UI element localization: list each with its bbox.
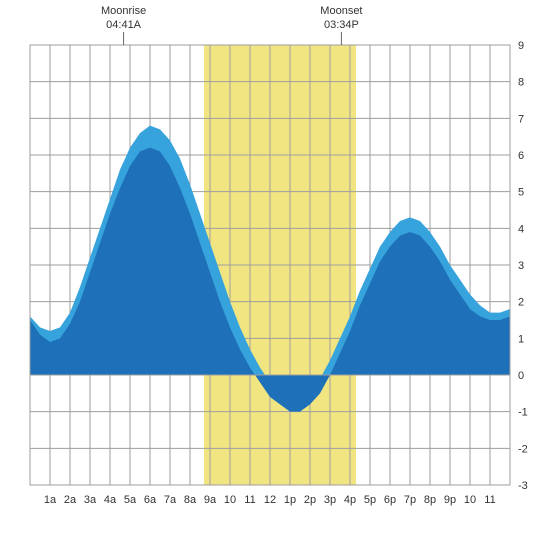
moonset-time: 03:34P [324,19,359,31]
x-tick-label: 4a [104,494,117,506]
x-tick-label: 3a [84,494,97,506]
moonset-label: Moonset [320,5,362,17]
x-tick-label: 12 [264,494,276,506]
x-tick-label: 2p [304,494,316,506]
x-tick-label: 11 [244,494,255,506]
chart-svg: -3-2-101234567891a2a3a4a5a6a7a8a9a101112… [0,0,550,550]
tide-chart: -3-2-101234567891a2a3a4a5a6a7a8a9a101112… [0,0,550,550]
x-tick-label: 6a [144,494,157,506]
y-tick-label: 0 [518,370,524,382]
y-tick-label: 9 [518,40,524,52]
y-tick-label: -1 [518,407,528,419]
x-tick-label: 9a [204,494,217,506]
x-tick-label: 6p [384,494,396,506]
x-tick-label: 9p [444,494,456,506]
y-tick-label: -2 [518,443,528,455]
y-tick-label: -3 [518,480,528,492]
x-tick-label: 7p [404,494,416,506]
moonrise-label: Moonrise [101,5,146,17]
x-tick-label: 2a [64,494,77,506]
x-tick-label: 1a [44,494,57,506]
moonrise-time: 04:41A [106,19,142,31]
x-tick-label: 8p [424,494,436,506]
x-tick-label: 1p [284,494,296,506]
x-tick-label: 7a [164,494,177,506]
y-tick-label: 5 [518,187,524,199]
y-tick-label: 7 [518,113,524,125]
x-tick-label: 4p [344,494,356,506]
y-tick-label: 2 [518,297,524,309]
x-tick-label: 10 [464,494,476,506]
y-tick-label: 8 [518,77,524,89]
y-tick-label: 6 [518,150,524,162]
y-tick-label: 1 [518,333,524,345]
y-tick-label: 4 [518,223,524,235]
y-tick-label: 3 [518,260,524,272]
x-tick-label: 5p [364,494,376,506]
x-tick-label: 11 [484,494,495,506]
x-tick-label: 10 [224,494,236,506]
x-tick-label: 3p [324,494,336,506]
x-tick-label: 5a [124,494,137,506]
x-tick-label: 8a [184,494,197,506]
